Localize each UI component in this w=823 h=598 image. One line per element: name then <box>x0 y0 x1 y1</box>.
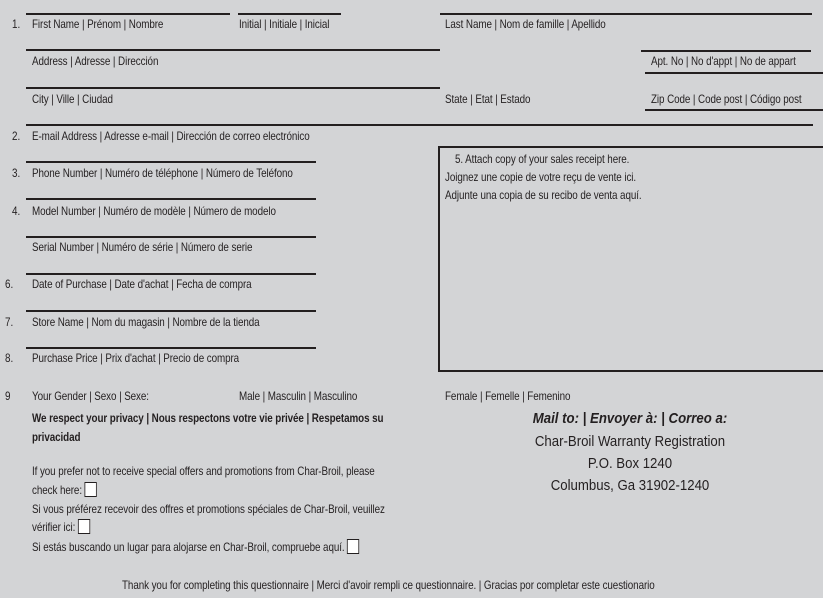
item-number: 7. <box>5 315 14 329</box>
item-number: 3. <box>12 166 21 180</box>
receipt-box <box>438 146 823 372</box>
phone-label: Phone Number | Numéro de téléphone | Núm… <box>32 166 293 180</box>
optout-checkbox-en[interactable] <box>84 482 97 497</box>
mail-address-line: Char-Broil Warranty Registration <box>534 433 726 450</box>
serial-line[interactable] <box>26 236 316 238</box>
receipt-text: Adjunte una copia de su recibo de venta … <box>445 188 642 202</box>
optout-row-en: check here: <box>32 482 97 497</box>
mail-address-line: P.O. Box 1240 <box>587 455 673 472</box>
optout-row-fr: vérifier ici: <box>32 519 90 534</box>
store-line[interactable] <box>26 310 316 312</box>
serial-label: Serial Number | Numéro de série | Número… <box>32 240 253 254</box>
optout-text-en: If you prefer not to receive special off… <box>32 464 375 478</box>
mail-address-line: Columbus, Ga 31902-1240 <box>550 477 710 494</box>
zip-label: Zip Code | Code post | Código post <box>651 92 802 106</box>
item-number: 9 <box>5 389 11 403</box>
male-option[interactable]: Male | Masculin | Masculino <box>239 389 358 403</box>
zip-line[interactable] <box>645 109 823 111</box>
optout-text-es: Si estás buscando un lugar para alojarse… <box>32 540 345 554</box>
receipt-text: Joignez une copie de votre reçu de vente… <box>445 170 637 184</box>
mail-heading: Mail to: | Envoyer à: | Correo a: <box>532 410 728 427</box>
item-number: 4. <box>12 204 21 218</box>
city-line[interactable] <box>26 87 440 89</box>
first-name-line[interactable] <box>26 13 230 15</box>
initial-line[interactable] <box>238 13 341 15</box>
price-line[interactable] <box>26 347 316 349</box>
date-label: Date of Purchase | Date d'achat | Fecha … <box>32 277 252 291</box>
optout-text-fr: vérifier ici: <box>32 520 76 534</box>
city-label: City | Ville | Ciudad <box>32 92 113 106</box>
date-line[interactable] <box>26 273 316 275</box>
optout-checkbox-es[interactable] <box>346 539 360 554</box>
item-number: 1. <box>12 17 21 31</box>
optout-text-en: check here: <box>32 483 82 497</box>
model-label: Model Number | Numéro de modèle | Número… <box>32 204 276 218</box>
optout-row-es: Si estás buscando un lugar para alojarse… <box>32 539 360 554</box>
gender-label: Your Gender | Sexo | Sexe: <box>32 389 149 403</box>
model-line[interactable] <box>26 198 316 200</box>
footer-thanks: Thank you for completing this questionna… <box>122 578 655 592</box>
last-name-label: Last Name | Nom de famille | Apellido <box>445 17 606 31</box>
email-label: E-mail Address | Adresse e-mail | Direcc… <box>32 129 310 143</box>
apt-line[interactable] <box>641 50 811 52</box>
optout-text-fr: Si vous préférez recevoir des offres et … <box>32 502 385 516</box>
state-label: State | Etat | Estado <box>445 92 531 106</box>
address-label: Address | Adresse | Dirección <box>32 54 159 68</box>
receipt-text: 5. Attach copy of your sales receipt her… <box>455 152 630 166</box>
divider <box>645 72 823 74</box>
price-label: Purchase Price | Prix d'achat | Precio d… <box>32 351 240 365</box>
address-line[interactable] <box>26 49 440 51</box>
email-line[interactable] <box>26 124 813 126</box>
apt-label: Apt. No | No d'appt | No de appart <box>651 54 796 68</box>
first-name-label: First Name | Prénom | Nombre <box>32 17 164 31</box>
privacy-heading: privacidad <box>32 430 81 444</box>
item-number: 8. <box>5 351 14 365</box>
item-number: 6. <box>5 277 14 291</box>
initial-label: Initial | Initiale | Inicial <box>239 17 330 31</box>
female-option[interactable]: Female | Femelle | Femenino <box>445 389 571 403</box>
store-label: Store Name | Nom du magasin | Nombre de … <box>32 315 260 329</box>
phone-line[interactable] <box>26 161 316 163</box>
item-number: 2. <box>12 129 21 143</box>
optout-checkbox-fr[interactable] <box>77 519 90 534</box>
privacy-heading: We respect your privacy | Nous respecton… <box>32 411 384 425</box>
last-name-line[interactable] <box>440 13 812 15</box>
